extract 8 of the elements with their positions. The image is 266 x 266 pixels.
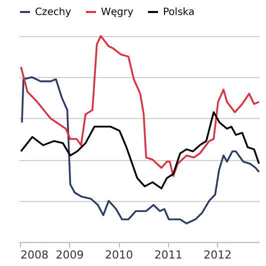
x-tick-label: 2012 [204,248,232,262]
legend-label: Polska [163,7,195,18]
x-tick-label: 2008 [20,248,48,262]
legend-label: Czechy [35,7,72,18]
x-tick-label: 2010 [105,248,134,262]
x-tick-label: 2011 [154,248,182,262]
legend-label: Węgry [101,7,134,18]
x-tick-label: 2009 [56,248,84,262]
